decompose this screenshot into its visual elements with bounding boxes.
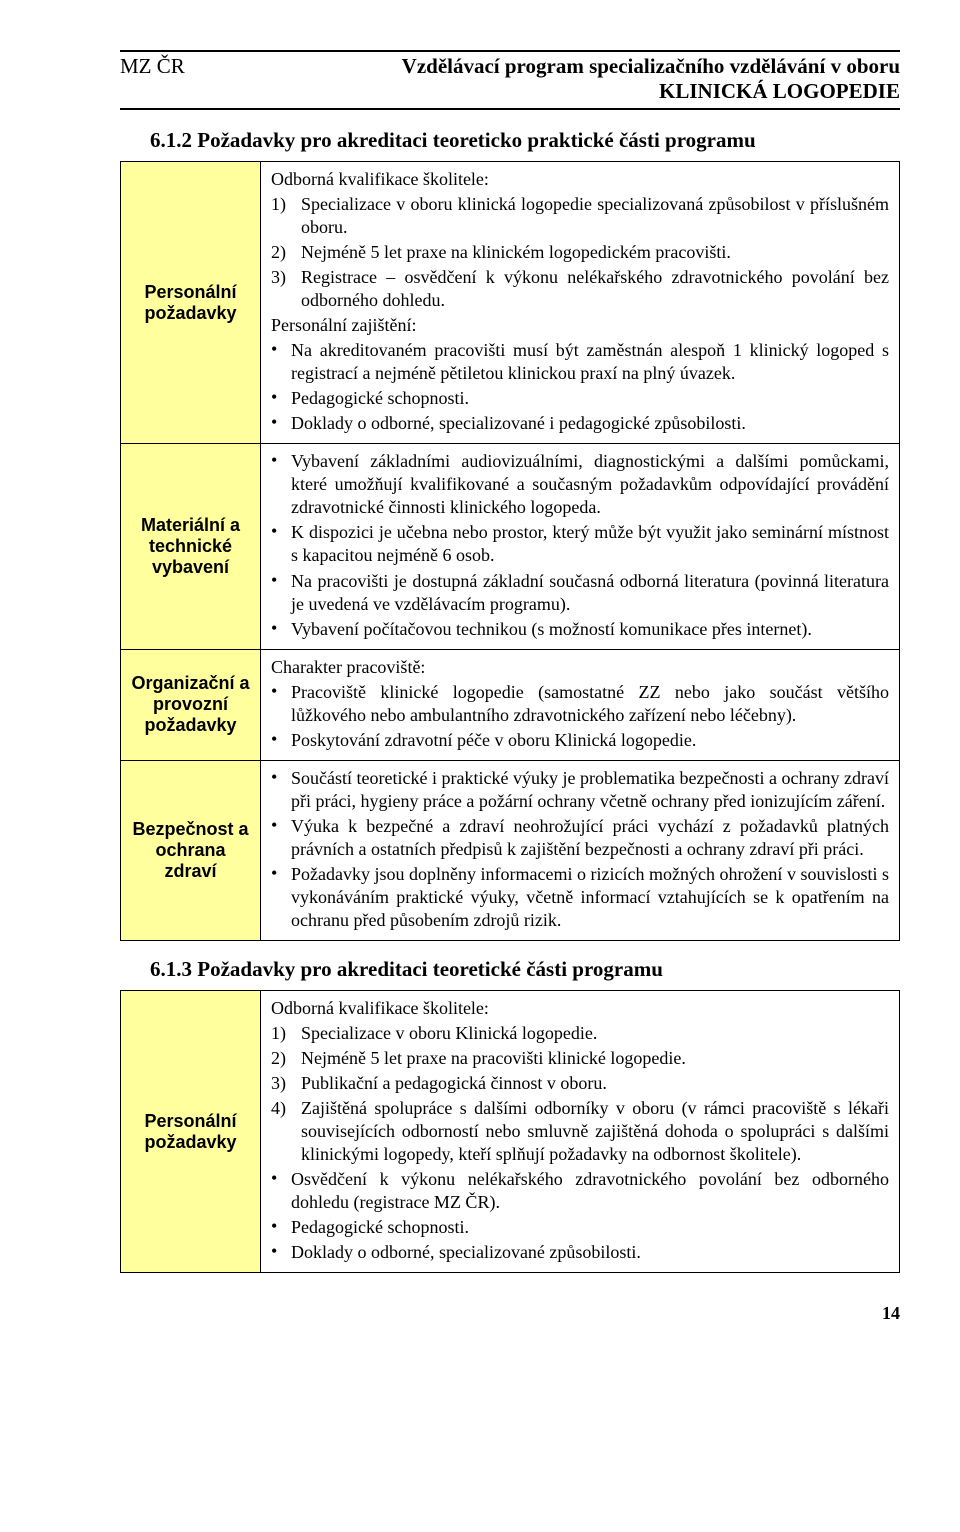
numbered-item: 4) Zajištěná spolupráce s dalšími odborn…	[271, 1097, 889, 1166]
row-label-safety: Bezpečnost a ochrana zdraví	[121, 760, 261, 940]
bullet-item: Osvědčení k výkonu nelékařského zdravotn…	[271, 1168, 889, 1214]
row-label-org: Organizační a provozní požadavky	[121, 649, 261, 760]
item-number: 1)	[271, 193, 301, 239]
bullet-text: Doklady o odborné, specializované způsob…	[291, 1241, 889, 1264]
item-text: Nejméně 5 let praxe na klinickém logoped…	[301, 241, 889, 264]
bullet-text: Vybavení počítačovou technikou (s možnos…	[291, 618, 889, 641]
bullet-list: Na akreditovaném pracovišti musí být zam…	[271, 339, 889, 435]
table-row: Personální požadavky Odborná kvalifikace…	[121, 162, 900, 444]
numbered-item: 3) Publikační a pedagogická činnost v ob…	[271, 1072, 889, 1095]
bullet-text: Na pracovišti je dostupná základní souča…	[291, 570, 889, 616]
item-number: 2)	[271, 241, 301, 264]
item-text: Specializace v oboru Klinická logopedie.	[301, 1022, 889, 1045]
row-content-org: Charakter pracoviště: Pracoviště klinick…	[261, 649, 900, 760]
row-label-personnel: Personální požadavky	[121, 162, 261, 444]
bullet-list: Osvědčení k výkonu nelékařského zdravotn…	[271, 1168, 889, 1264]
bullet-item: K dispozici je učebna nebo prostor, kter…	[271, 521, 889, 567]
item-number: 3)	[271, 266, 301, 312]
intro-text: Odborná kvalifikace školitele:	[271, 168, 889, 191]
row-content-personnel-613: Odborná kvalifikace školitele: 1) Specia…	[261, 990, 900, 1272]
requirements-table-612: Personální požadavky Odborná kvalifikace…	[120, 161, 900, 941]
item-number: 2)	[271, 1047, 301, 1070]
row-label-material: Materiální a technické vybavení	[121, 444, 261, 649]
header-right-line1: Vzdělávací program specializačního vzděl…	[402, 54, 900, 79]
bullet-item: Pedagogické schopnosti.	[271, 1216, 889, 1239]
numbered-item: 2) Nejméně 5 let praxe na klinickém logo…	[271, 241, 889, 264]
bullet-item: Doklady o odborné, specializované i peda…	[271, 412, 889, 435]
table-row: Organizační a provozní požadavky Charakt…	[121, 649, 900, 760]
table-row: Personální požadavky Odborná kvalifikace…	[121, 990, 900, 1272]
bullet-text: Vybavení základními audiovizuálními, dia…	[291, 450, 889, 519]
bullet-item: Poskytování zdravotní péče v oboru Klini…	[271, 729, 889, 752]
numbered-item: 3) Registrace – osvědčení k výkonu nelék…	[271, 266, 889, 312]
bullet-list: Součástí teoretické i praktické výuky je…	[271, 767, 889, 932]
header-right-line2: KLINICKÁ LOGOPEDIE	[120, 79, 900, 104]
bullet-text: Osvědčení k výkonu nelékařského zdravotn…	[291, 1168, 889, 1214]
header-left: MZ ČR	[120, 54, 185, 79]
row-content-material: Vybavení základními audiovizuálními, dia…	[261, 444, 900, 649]
bullet-item: Požadavky jsou doplněny informacemi o ri…	[271, 863, 889, 932]
item-text: Registrace – osvědčení k výkonu nelékařs…	[301, 266, 889, 312]
bullet-text: Na akreditovaném pracovišti musí být zam…	[291, 339, 889, 385]
page-container: MZ ČR Vzdělávací program specializačního…	[0, 0, 960, 1364]
item-number: 3)	[271, 1072, 301, 1095]
row-label-personnel-613: Personální požadavky	[121, 990, 261, 1272]
row-content-safety: Součástí teoretické i praktické výuky je…	[261, 760, 900, 940]
intro-text: Odborná kvalifikace školitele:	[271, 997, 889, 1020]
numbered-item: 2) Nejméně 5 let praxe na pracovišti kli…	[271, 1047, 889, 1070]
bullet-text: Poskytování zdravotní péče v oboru Klini…	[291, 729, 889, 752]
row-content-personnel: Odborná kvalifikace školitele: 1) Specia…	[261, 162, 900, 444]
bullet-text: Pedagogické schopnosti.	[291, 387, 889, 410]
bullet-text: Pracoviště klinické logopedie (samostatn…	[291, 681, 889, 727]
bullet-text: Požadavky jsou doplněny informacemi o ri…	[291, 863, 889, 932]
numbered-item: 1) Specializace v oboru Klinická logoped…	[271, 1022, 889, 1045]
bullet-item: Pedagogické schopnosti.	[271, 387, 889, 410]
bullet-item: Doklady o odborné, specializované způsob…	[271, 1241, 889, 1264]
page-header: MZ ČR Vzdělávací program specializačního…	[120, 50, 900, 110]
requirements-table-613: Personální požadavky Odborná kvalifikace…	[120, 990, 900, 1273]
page-number: 14	[120, 1303, 900, 1324]
item-number: 4)	[271, 1097, 301, 1166]
subhead-text: Personální zajištění:	[271, 314, 889, 337]
numbered-item: 1) Specializace v oboru klinická logoped…	[271, 193, 889, 239]
bullet-text: Doklady o odborné, specializované i peda…	[291, 412, 889, 435]
intro-text: Charakter pracoviště:	[271, 656, 889, 679]
bullet-list: Pracoviště klinické logopedie (samostatn…	[271, 681, 889, 752]
bullet-list: Vybavení základními audiovizuálními, dia…	[271, 450, 889, 640]
item-text: Specializace v oboru klinická logopedie …	[301, 193, 889, 239]
bullet-item: Vybavení základními audiovizuálními, dia…	[271, 450, 889, 519]
bullet-item: Vybavení počítačovou technikou (s možnos…	[271, 618, 889, 641]
bullet-item: Pracoviště klinické logopedie (samostatn…	[271, 681, 889, 727]
item-text: Publikační a pedagogická činnost v oboru…	[301, 1072, 889, 1095]
table-row: Materiální a technické vybavení Vybavení…	[121, 444, 900, 649]
item-text: Zajištěná spolupráce s dalšími odborníky…	[301, 1097, 889, 1166]
bullet-text: K dispozici je učebna nebo prostor, kter…	[291, 521, 889, 567]
bullet-item: Na pracovišti je dostupná základní souča…	[271, 570, 889, 616]
item-text: Nejméně 5 let praxe na pracovišti klinic…	[301, 1047, 889, 1070]
bullet-item: Součástí teoretické i praktické výuky je…	[271, 767, 889, 813]
section-heading-612: 6.1.2 Požadavky pro akreditaci teoretick…	[150, 128, 900, 153]
table-row: Bezpečnost a ochrana zdraví Součástí teo…	[121, 760, 900, 940]
bullet-text: Pedagogické schopnosti.	[291, 1216, 889, 1239]
section-heading-613: 6.1.3 Požadavky pro akreditaci teoretick…	[150, 957, 900, 982]
bullet-item: Na akreditovaném pracovišti musí být zam…	[271, 339, 889, 385]
bullet-text: Součástí teoretické i praktické výuky je…	[291, 767, 889, 813]
item-number: 1)	[271, 1022, 301, 1045]
bullet-item: Výuka k bezpečné a zdraví neohrožující p…	[271, 815, 889, 861]
bullet-text: Výuka k bezpečné a zdraví neohrožující p…	[291, 815, 889, 861]
